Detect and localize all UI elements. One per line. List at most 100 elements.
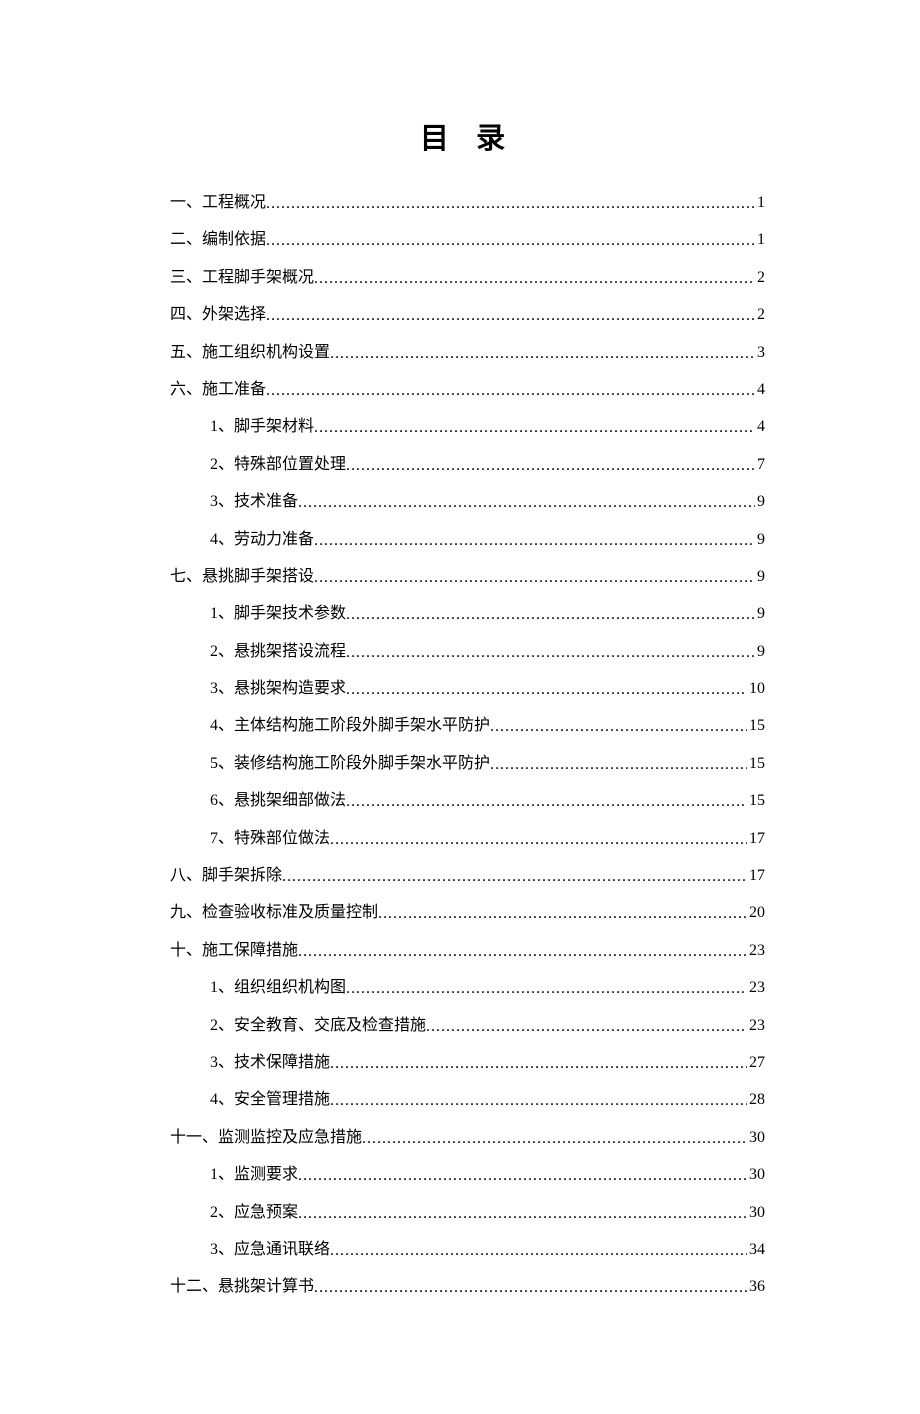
toc-entry-label: 十、施工保障措施 bbox=[170, 940, 298, 962]
toc-entry-page: 34 bbox=[747, 1239, 765, 1261]
toc-entry-label: 4、劳动力准备 bbox=[210, 529, 314, 551]
toc-entry-page: 9 bbox=[755, 491, 765, 513]
toc-entry-label: 1、脚手架技术参数 bbox=[210, 603, 346, 625]
toc-dot-leader bbox=[298, 492, 755, 514]
toc-entry-label: 六、施工准备 bbox=[170, 379, 266, 401]
toc-entry-label: 五、施工组织机构设置 bbox=[170, 342, 330, 364]
toc-entry-page: 9 bbox=[755, 529, 765, 551]
toc-entry-page: 30 bbox=[747, 1164, 765, 1186]
toc-entry-page: 17 bbox=[747, 865, 765, 887]
toc-entry-label: 3、技术准备 bbox=[210, 491, 298, 513]
toc-entry-label: 二、编制依据 bbox=[170, 229, 266, 251]
toc-entry: 1、组织组织机构图23 bbox=[210, 977, 765, 999]
toc-entry-page: 3 bbox=[755, 342, 765, 364]
toc-entry-label: 1、监测要求 bbox=[210, 1164, 298, 1186]
toc-entry-label: 3、悬挑架构造要求 bbox=[210, 678, 346, 700]
toc-dot-leader bbox=[346, 642, 755, 664]
toc-entry-label: 十一、监测监控及应急措施 bbox=[170, 1127, 362, 1149]
toc-entry-page: 4 bbox=[755, 379, 765, 401]
toc-entry-page: 28 bbox=[747, 1089, 765, 1111]
toc-entry-label: 4、主体结构施工阶段外脚手架水平防护 bbox=[210, 715, 490, 737]
toc-entry-label: 7、特殊部位做法 bbox=[210, 828, 330, 850]
toc-entry: 3、技术保障措施27 bbox=[210, 1052, 765, 1074]
toc-entry-label: 三、工程脚手架概况 bbox=[170, 267, 314, 289]
toc-dot-leader bbox=[490, 754, 747, 776]
toc-entry-label: 3、技术保障措施 bbox=[210, 1052, 330, 1074]
toc-dot-leader bbox=[282, 866, 747, 888]
toc-dot-leader bbox=[266, 193, 755, 215]
toc-list: 一、工程概况1二、编制依据1三、工程脚手架概况2四、外架选择2五、施工组织机构设… bbox=[170, 192, 765, 1299]
toc-dot-leader bbox=[314, 417, 755, 439]
toc-entry-page: 20 bbox=[747, 902, 765, 924]
toc-entry: 十二、悬挑架计算书 36 bbox=[170, 1276, 765, 1298]
toc-entry: 1、脚手架技术参数 9 bbox=[210, 603, 765, 625]
toc-entry-label: 3、应急通讯联络 bbox=[210, 1239, 330, 1261]
toc-entry: 3、技术准备 9 bbox=[210, 491, 765, 513]
toc-entry: 八、脚手架拆除 17 bbox=[170, 865, 765, 887]
toc-dot-leader bbox=[314, 268, 755, 290]
document-page: 目 录 一、工程概况1二、编制依据1三、工程脚手架概况2四、外架选择2五、施工组… bbox=[0, 0, 920, 1414]
toc-entry-page: 1 bbox=[755, 229, 765, 251]
toc-entry-page: 36 bbox=[747, 1276, 765, 1298]
toc-dot-leader bbox=[266, 380, 755, 402]
toc-entry-label: 十二、悬挑架计算书 bbox=[170, 1276, 314, 1298]
toc-entry-page: 1 bbox=[755, 192, 765, 214]
toc-dot-leader bbox=[330, 1090, 747, 1112]
toc-entry: 6、悬挑架细部做法15 bbox=[210, 790, 765, 812]
toc-dot-leader bbox=[314, 530, 755, 552]
toc-entry-label: 四、外架选择 bbox=[170, 304, 266, 326]
toc-dot-leader bbox=[362, 1128, 747, 1150]
toc-entry-label: 2、特殊部位置处理 bbox=[210, 454, 346, 476]
toc-entry: 7、特殊部位做法17 bbox=[210, 828, 765, 850]
toc-entry-label: 6、悬挑架细部做法 bbox=[210, 790, 346, 812]
toc-entry-page: 30 bbox=[747, 1202, 765, 1224]
toc-entry-label: 2、应急预案 bbox=[210, 1202, 298, 1224]
toc-entry-page: 7 bbox=[755, 454, 765, 476]
toc-dot-leader bbox=[346, 455, 755, 477]
toc-entry: 5、装修结构施工阶段外脚手架水平防护 15 bbox=[210, 753, 765, 775]
toc-entry-page: 15 bbox=[747, 753, 765, 775]
toc-dot-leader bbox=[330, 1240, 747, 1262]
toc-dot-leader bbox=[266, 305, 755, 327]
toc-entry-page: 2 bbox=[755, 304, 765, 326]
toc-entry: 九、检查验收标准及质量控制 20 bbox=[170, 902, 765, 924]
toc-entry-label: 九、检查验收标准及质量控制 bbox=[170, 902, 378, 924]
toc-dot-leader bbox=[346, 791, 747, 813]
toc-entry: 4、安全管理措施 28 bbox=[210, 1089, 765, 1111]
toc-dot-leader bbox=[426, 1016, 747, 1038]
toc-entry: 4、劳动力准备 9 bbox=[210, 529, 765, 551]
toc-dot-leader bbox=[346, 679, 747, 701]
toc-dot-leader bbox=[330, 1053, 747, 1075]
toc-entry-page: 23 bbox=[747, 1015, 765, 1037]
toc-dot-leader bbox=[266, 230, 755, 252]
toc-entry-page: 4 bbox=[755, 416, 765, 438]
toc-dot-leader bbox=[314, 567, 755, 589]
toc-dot-leader bbox=[298, 1203, 747, 1225]
toc-entry-label: 七、悬挑脚手架搭设 bbox=[170, 566, 314, 588]
toc-dot-leader bbox=[346, 604, 755, 626]
toc-entry: 十一、监测监控及应急措施 30 bbox=[170, 1127, 765, 1149]
toc-entry: 2、安全教育、交底及检查措施 23 bbox=[210, 1015, 765, 1037]
toc-entry-page: 9 bbox=[755, 603, 765, 625]
toc-entry-page: 30 bbox=[747, 1127, 765, 1149]
toc-entry-label: 1、脚手架材料 bbox=[210, 416, 314, 438]
toc-dot-leader bbox=[490, 716, 747, 738]
toc-dot-leader bbox=[378, 903, 747, 925]
toc-entry-page: 9 bbox=[755, 641, 765, 663]
toc-entry-page: 23 bbox=[747, 940, 765, 962]
toc-dot-leader bbox=[298, 1165, 747, 1187]
toc-entry: 1、监测要求 30 bbox=[210, 1164, 765, 1186]
toc-entry-page: 9 bbox=[755, 566, 765, 588]
toc-entry-label: 2、安全教育、交底及检查措施 bbox=[210, 1015, 426, 1037]
toc-dot-leader bbox=[314, 1277, 747, 1299]
toc-entry-page: 10 bbox=[747, 678, 765, 700]
toc-entry: 三、工程脚手架概况 2 bbox=[170, 267, 765, 289]
toc-entry: 五、施工组织机构设置 3 bbox=[170, 342, 765, 364]
toc-entry-page: 2 bbox=[755, 267, 765, 289]
toc-entry-label: 5、装修结构施工阶段外脚手架水平防护 bbox=[210, 753, 490, 775]
toc-entry-label: 4、安全管理措施 bbox=[210, 1089, 330, 1111]
toc-entry: 四、外架选择 2 bbox=[170, 304, 765, 326]
toc-entry-page: 23 bbox=[747, 977, 765, 999]
toc-entry-label: 八、脚手架拆除 bbox=[170, 865, 282, 887]
toc-entry: 2、应急预案 30 bbox=[210, 1202, 765, 1224]
